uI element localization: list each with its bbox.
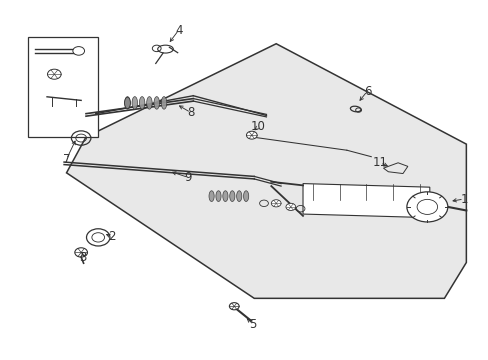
Circle shape [406, 192, 447, 222]
Ellipse shape [161, 96, 166, 109]
Ellipse shape [146, 96, 152, 109]
Circle shape [246, 131, 257, 139]
Ellipse shape [229, 191, 234, 202]
Ellipse shape [216, 191, 221, 202]
Circle shape [285, 203, 295, 211]
Text: 11: 11 [372, 156, 387, 169]
Bar [27, 37, 98, 137]
Ellipse shape [236, 191, 241, 202]
Circle shape [229, 303, 239, 310]
Circle shape [73, 46, 84, 55]
Ellipse shape [243, 191, 248, 202]
Ellipse shape [154, 96, 159, 109]
Text: 10: 10 [250, 121, 265, 134]
Text: 2: 2 [108, 230, 115, 243]
Polygon shape [66, 44, 466, 298]
Text: 4: 4 [175, 24, 182, 37]
Ellipse shape [124, 97, 130, 109]
Ellipse shape [132, 96, 137, 109]
Circle shape [271, 200, 281, 207]
Ellipse shape [223, 191, 227, 202]
Ellipse shape [158, 45, 173, 53]
Polygon shape [303, 184, 429, 218]
Text: 8: 8 [187, 106, 194, 119]
Text: 7: 7 [62, 153, 70, 166]
Text: 5: 5 [249, 318, 256, 331]
Text: 3: 3 [79, 251, 86, 264]
Ellipse shape [124, 96, 130, 109]
Ellipse shape [208, 191, 214, 202]
Ellipse shape [139, 96, 144, 109]
Circle shape [75, 248, 87, 257]
Text: 9: 9 [184, 171, 192, 184]
Text: 1: 1 [459, 193, 467, 206]
Text: 6: 6 [363, 85, 370, 98]
